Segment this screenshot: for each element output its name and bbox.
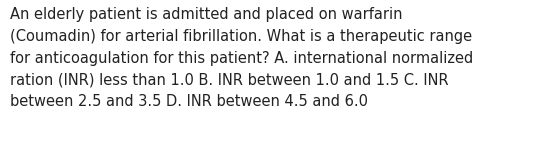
Text: An elderly patient is admitted and placed on warfarin
(Coumadin) for arterial fi: An elderly patient is admitted and place… bbox=[10, 7, 473, 109]
